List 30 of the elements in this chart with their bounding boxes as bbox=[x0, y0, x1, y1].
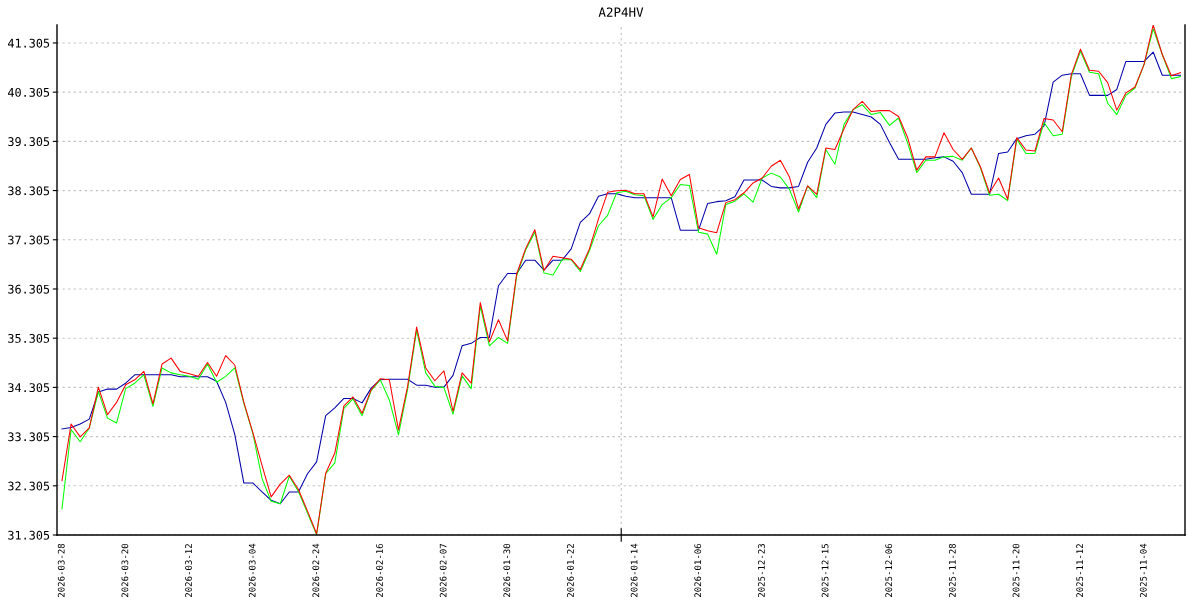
x-tick-label: 2025-12-15 bbox=[821, 544, 829, 598]
y-tick-label: 41.305 bbox=[8, 38, 50, 48]
x-tick-label: 2026-02-07 bbox=[439, 544, 447, 598]
y-tick-label: 36.305 bbox=[8, 284, 50, 294]
x-tick-label: 2026-02-24 bbox=[312, 543, 320, 598]
x-tick-label: 2025-12-06 bbox=[885, 543, 893, 598]
x-tick-label: 2026-03-12 bbox=[185, 544, 192, 598]
y-tick-label: 39.305 bbox=[8, 137, 50, 147]
x-tick-label: 2026-01-30 bbox=[503, 543, 511, 598]
y-tick-label: 35.305 bbox=[8, 333, 50, 343]
x-tick-label: 2026-03-28 bbox=[57, 543, 65, 598]
y-tick-label: 37.305 bbox=[8, 235, 50, 245]
x-tick-label: 2025-11-12 bbox=[1076, 544, 1084, 598]
y-tick-label: 38.305 bbox=[8, 186, 50, 196]
y-tick-label: 33.305 bbox=[8, 432, 50, 442]
y-tick-label: 32.305 bbox=[8, 481, 50, 491]
x-tick-label: 2025-11-28 bbox=[948, 543, 956, 598]
y-tick-label: 31.305 bbox=[8, 530, 50, 540]
x-tick-label: 2026-01-22 bbox=[567, 544, 574, 598]
x-tick-label: 2025-11-20 bbox=[1012, 543, 1020, 598]
x-tick-label: 2026-03-04 bbox=[248, 543, 256, 598]
x-tick-label: 2026-03-20 bbox=[121, 543, 129, 598]
y-tick-label: 34.305 bbox=[8, 383, 50, 393]
x-tick-label: 2025-12-23 bbox=[757, 544, 765, 598]
x-tick-label: 2025-11-04 bbox=[1139, 543, 1147, 598]
x-tick-label: 2026-02-16 bbox=[376, 543, 383, 598]
chart-title: A2P4HV bbox=[598, 7, 644, 17]
y-tick-label: 40.305 bbox=[8, 87, 50, 97]
x-tick-label: 2026-01-06 bbox=[694, 543, 702, 598]
x-tick-label: 2026-01-14 bbox=[630, 543, 638, 598]
